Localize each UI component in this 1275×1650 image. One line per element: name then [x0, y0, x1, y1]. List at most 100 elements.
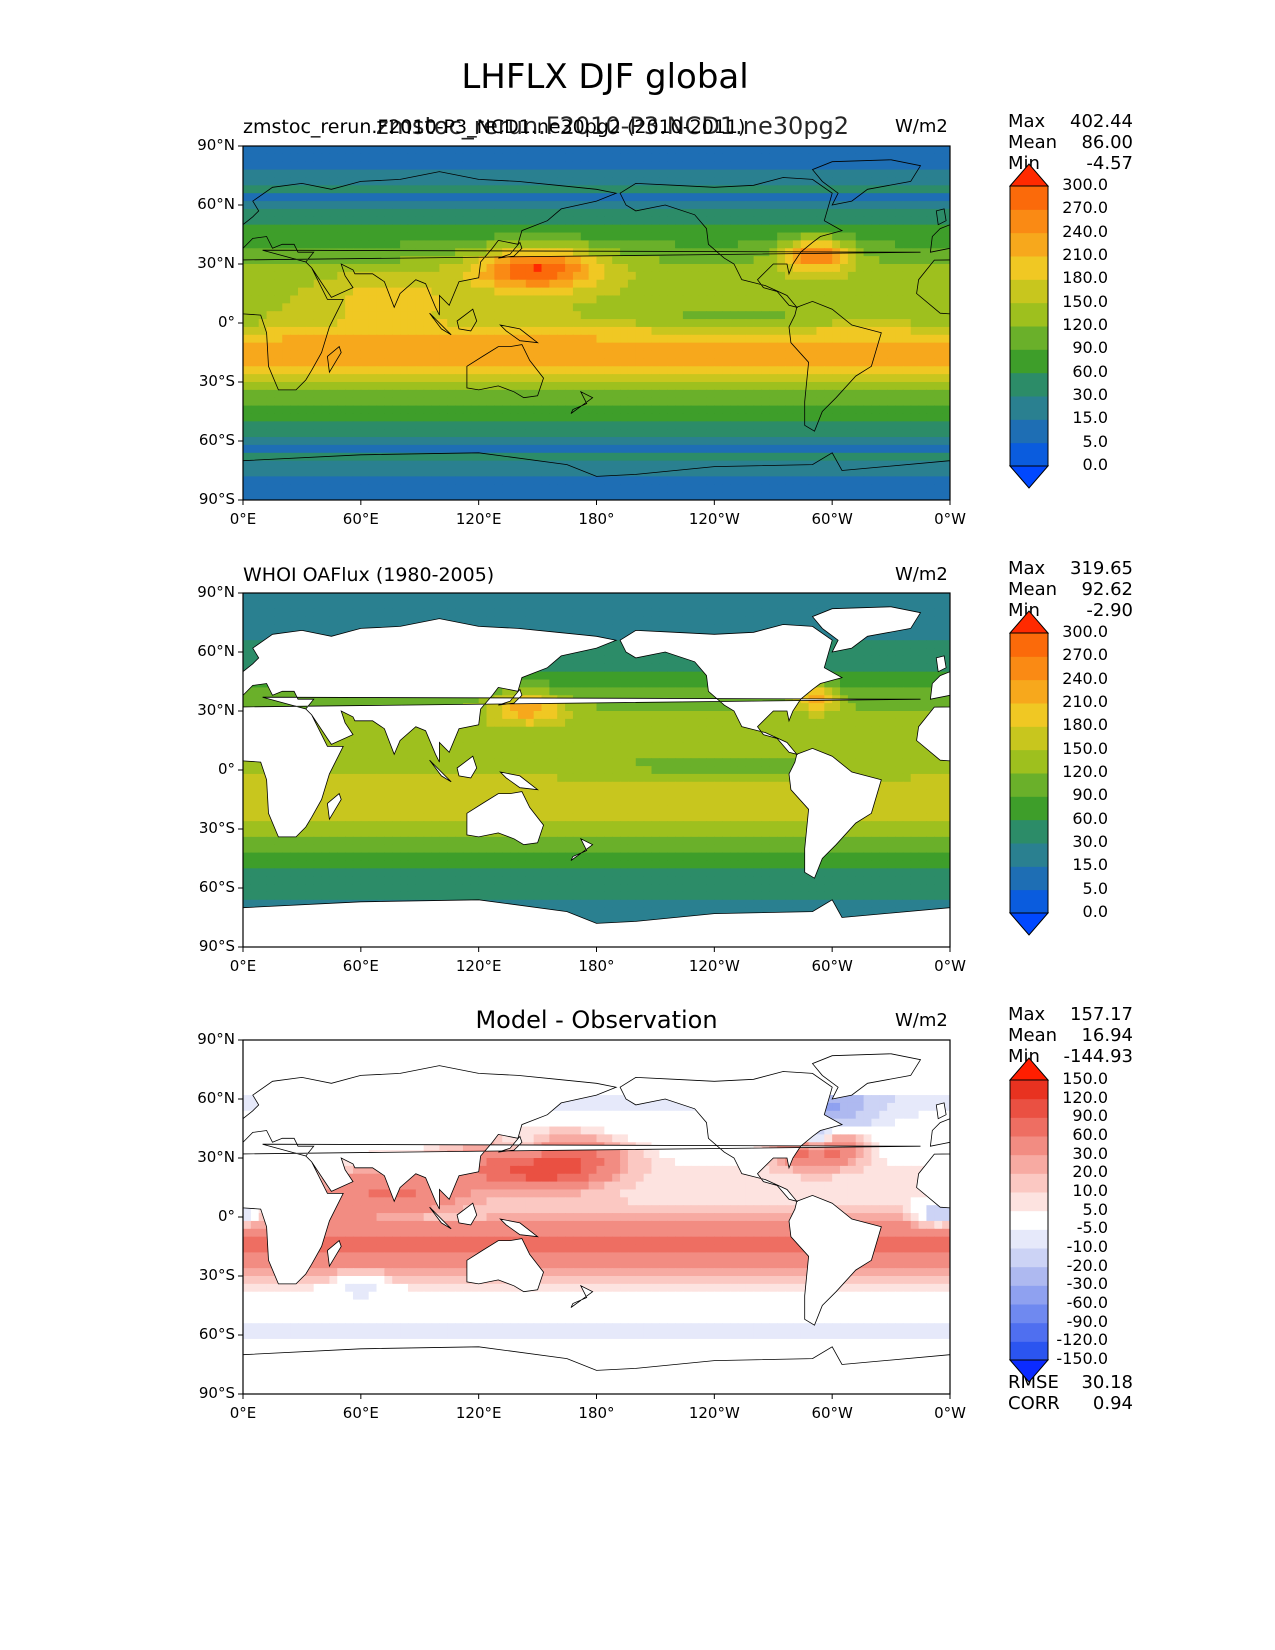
- stat-label: Mean: [1008, 132, 1058, 153]
- colorbar-label: 150.0: [1062, 1069, 1108, 1088]
- colorbar-label: 150.0: [1062, 291, 1108, 311]
- lat-tick-label: 60°S: [198, 878, 235, 896]
- map-field-1: [243, 593, 950, 947]
- colorbar-frame: [1009, 632, 1049, 914]
- lat-tick-label: 90°S: [198, 1384, 235, 1402]
- colorbar-segment: [1010, 679, 1048, 704]
- colorbar-segment: [1010, 773, 1048, 797]
- stat-value: -4.57: [1086, 153, 1133, 174]
- colorbar-segment: [1010, 1080, 1048, 1100]
- colorbar-label: 10.0: [1072, 1181, 1108, 1200]
- map-field-2: [243, 1040, 950, 1394]
- lon-tick-label: 0°W: [934, 510, 966, 528]
- colorbar-segment: [1010, 209, 1048, 234]
- lon-tick-label: 0°W: [934, 957, 966, 975]
- colorbar-label: 300.0: [1062, 175, 1108, 194]
- lon-tick-label: 120°E: [455, 510, 502, 528]
- metric-value: 0.94: [1092, 1393, 1133, 1414]
- lon-tick-label: 60°W: [811, 510, 853, 528]
- lon-tick-label: 120°E: [455, 1404, 502, 1422]
- colorbar-frame: [1009, 1079, 1049, 1361]
- stat-value: 86.00: [1081, 132, 1133, 153]
- colorbar-label: 20.0: [1072, 1162, 1108, 1182]
- diff-units: W/m2: [895, 1010, 948, 1031]
- colorbar-label: -5.0: [1076, 1218, 1108, 1238]
- colorbar-label: 0.0: [1082, 902, 1108, 921]
- colorbar-segment: [1010, 396, 1048, 420]
- colorbar-segment: [1010, 1098, 1048, 1118]
- lat-tick-label: 30°S: [198, 819, 235, 837]
- lon-tick-label: 120°W: [688, 957, 740, 975]
- lon-tick-label: 60°E: [342, 1404, 379, 1422]
- lon-tick-label: 120°E: [455, 957, 502, 975]
- lat-tick-label: 60°N: [197, 1089, 235, 1107]
- colorbar-segment: [1010, 1285, 1048, 1305]
- colorbar-segment: [1010, 866, 1048, 891]
- colorbar-extend-min: [1008, 1359, 1050, 1383]
- colorbar-extend-max: [1008, 1057, 1050, 1081]
- colorbar-label: 150.0: [1062, 738, 1108, 758]
- lat-tick-label: 0°: [217, 760, 235, 778]
- colorbar-segment: [1010, 796, 1048, 821]
- lon-tick-label: 180°: [578, 510, 615, 528]
- lat-tick-label: 30°N: [197, 254, 235, 272]
- stat-value: 402.44: [1070, 111, 1133, 132]
- colorbar-extend-max: [1008, 163, 1050, 187]
- colorbar-frame: [1009, 185, 1049, 467]
- lon-tick-label: 60°W: [811, 1404, 853, 1422]
- colorbar-segment: [1010, 656, 1048, 681]
- colorbar-segment: [1010, 1322, 1048, 1342]
- colorbar-segment: [1010, 349, 1048, 374]
- lat-tick-label: 60°N: [197, 642, 235, 660]
- colorbar-segment: [1010, 726, 1048, 751]
- colorbar-label: -150.0: [1056, 1349, 1108, 1368]
- stat-value: -2.90: [1086, 600, 1133, 621]
- colorbar-label: 120.0: [1062, 1087, 1108, 1107]
- stat-value: 319.65: [1070, 558, 1133, 579]
- colorbar-segment: [1010, 279, 1048, 304]
- colorbar-label: 270.0: [1062, 645, 1108, 665]
- colorbar-label: 60.0: [1072, 808, 1108, 828]
- colorbar-label: -90.0: [1066, 1311, 1108, 1331]
- stat-label: Max: [1008, 558, 1046, 579]
- colorbar-label: 210.0: [1062, 245, 1108, 264]
- obs-title-left: WHOI OAFlux (1980-2005): [243, 564, 495, 586]
- colorbar-label: 90.0: [1072, 338, 1108, 358]
- lat-tick-label: 30°S: [198, 372, 235, 390]
- colorbar-segment: [1010, 302, 1048, 327]
- colorbar-extend-max: [1008, 610, 1050, 634]
- coastline: [243, 1053, 950, 1394]
- colorbar-segment: [1010, 1341, 1048, 1361]
- lat-tick-label: 30°N: [197, 1148, 235, 1166]
- colorbar-label: 15.0: [1072, 408, 1108, 428]
- lon-tick-label: 180°: [578, 1404, 615, 1422]
- colorbar-segment: [1010, 1210, 1048, 1230]
- colorbar-segment: [1010, 889, 1048, 914]
- model-units: W/m2: [895, 116, 948, 137]
- colorbar-segment: [1010, 1248, 1048, 1268]
- colorbar-label: 60.0: [1072, 1125, 1108, 1144]
- lat-tick-label: 0°: [217, 1207, 235, 1225]
- colorbar-label: 5.0: [1082, 431, 1108, 451]
- colorbar-segment: [1010, 703, 1048, 727]
- colorbar-label: 120.0: [1062, 315, 1108, 334]
- lon-tick-label: 180°: [578, 957, 615, 975]
- colorbar-label: -20.0: [1066, 1255, 1108, 1275]
- colorbar-label: 240.0: [1062, 221, 1108, 241]
- colorbar-label: -30.0: [1066, 1274, 1108, 1294]
- colorbar-segment: [1010, 1192, 1048, 1212]
- lon-tick-label: 120°W: [688, 510, 740, 528]
- colorbar-extend-min: [1008, 465, 1050, 489]
- lon-tick-label: 60°E: [342, 510, 379, 528]
- colorbar-label: -120.0: [1056, 1330, 1108, 1350]
- colorbar-label: 180.0: [1062, 715, 1108, 735]
- lon-tick-label: 0°W: [934, 1404, 966, 1422]
- stat-value: -144.93: [1063, 1046, 1133, 1067]
- lat-tick-label: 60°N: [197, 195, 235, 213]
- colorbar-segment: [1010, 1229, 1048, 1249]
- colorbar-label: 120.0: [1062, 762, 1108, 781]
- colorbar-label: 240.0: [1062, 668, 1108, 688]
- colorbar-label: 5.0: [1082, 878, 1108, 898]
- metric-label: CORR: [1008, 1393, 1060, 1414]
